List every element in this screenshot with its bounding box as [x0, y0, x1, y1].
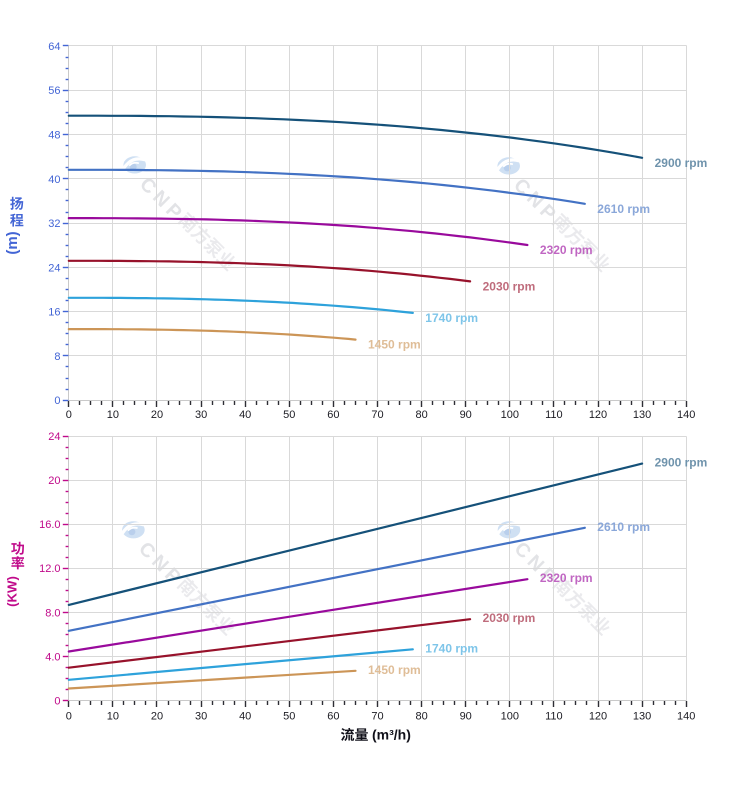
svg-text:8: 8 — [54, 351, 60, 363]
svg-text:56: 56 — [48, 85, 60, 97]
svg-text:2610 rpm: 2610 rpm — [597, 520, 650, 534]
svg-text:60: 60 — [327, 711, 339, 723]
svg-text:16: 16 — [48, 307, 60, 319]
svg-text:2030 rpm: 2030 rpm — [483, 279, 536, 293]
svg-text:90: 90 — [460, 409, 472, 421]
svg-text:50: 50 — [283, 409, 295, 421]
svg-text:12.0: 12.0 — [39, 563, 60, 575]
svg-text:(m): (m) — [4, 231, 21, 254]
svg-text:80: 80 — [415, 711, 427, 723]
svg-text:80: 80 — [415, 409, 427, 421]
svg-text:1740 rpm: 1740 rpm — [425, 311, 478, 325]
svg-text:10: 10 — [107, 409, 119, 421]
svg-text:2320 rpm: 2320 rpm — [540, 243, 593, 257]
svg-text:0: 0 — [54, 395, 60, 407]
svg-text:64: 64 — [48, 41, 60, 53]
svg-text:60: 60 — [327, 409, 339, 421]
svg-text:48: 48 — [48, 130, 60, 142]
svg-text:110: 110 — [545, 409, 563, 421]
svg-text:16.0: 16.0 — [39, 519, 60, 531]
svg-text:2320 rpm: 2320 rpm — [540, 571, 593, 585]
svg-text:40: 40 — [48, 174, 60, 186]
svg-text:120: 120 — [589, 711, 607, 723]
svg-text:1450 rpm: 1450 rpm — [368, 663, 421, 677]
svg-text:2900 rpm: 2900 rpm — [655, 156, 708, 170]
svg-text:0: 0 — [54, 695, 60, 707]
svg-text:(KW): (KW) — [4, 576, 19, 607]
svg-text:24: 24 — [48, 431, 60, 443]
svg-text:20: 20 — [151, 409, 163, 421]
svg-text:1740 rpm: 1740 rpm — [425, 641, 478, 655]
svg-text:1450 rpm: 1450 rpm — [368, 338, 421, 352]
svg-text:24: 24 — [48, 262, 60, 274]
svg-text:140: 140 — [677, 409, 695, 421]
svg-text:0: 0 — [66, 711, 72, 723]
svg-text:(m³/h): (m³/h) — [372, 727, 411, 743]
svg-text:2610 rpm: 2610 rpm — [597, 202, 650, 216]
svg-text:130: 130 — [633, 409, 651, 421]
svg-text:110: 110 — [545, 711, 563, 723]
svg-text:140: 140 — [677, 711, 695, 723]
svg-text:30: 30 — [195, 409, 207, 421]
svg-text:20: 20 — [48, 475, 60, 487]
svg-text:40: 40 — [239, 409, 251, 421]
svg-text:100: 100 — [501, 711, 519, 723]
svg-text:30: 30 — [195, 711, 207, 723]
svg-text:50: 50 — [283, 711, 295, 723]
svg-text:100: 100 — [501, 409, 519, 421]
svg-text:40: 40 — [239, 711, 251, 723]
svg-text:70: 70 — [371, 409, 383, 421]
svg-text:4.0: 4.0 — [45, 651, 60, 663]
svg-text:2900 rpm: 2900 rpm — [655, 456, 708, 470]
svg-text:0: 0 — [66, 409, 72, 421]
svg-text:32: 32 — [48, 218, 60, 230]
svg-text:120: 120 — [589, 409, 607, 421]
svg-text:2030 rpm: 2030 rpm — [483, 611, 536, 625]
svg-text:130: 130 — [633, 711, 651, 723]
svg-text:90: 90 — [460, 711, 472, 723]
svg-text:70: 70 — [371, 711, 383, 723]
svg-text:20: 20 — [151, 711, 163, 723]
svg-text:8.0: 8.0 — [45, 607, 60, 619]
svg-text:10: 10 — [107, 711, 119, 723]
